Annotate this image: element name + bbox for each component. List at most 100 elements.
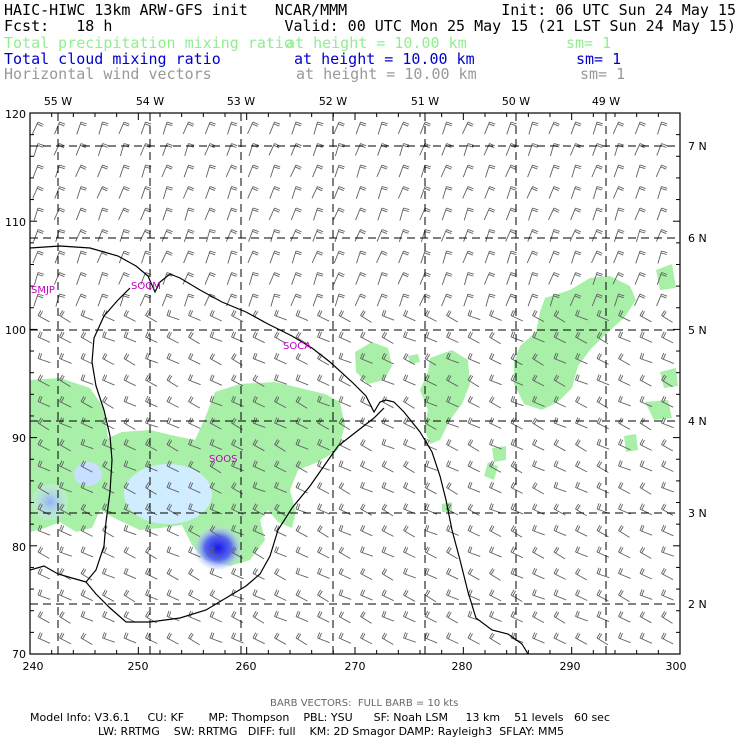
- wind-barb: [274, 352, 287, 365]
- wind-barb: [317, 610, 330, 623]
- wind-barb: [338, 567, 351, 580]
- wind-barb: [639, 589, 653, 600]
- wind-barb: [123, 353, 136, 366]
- wind-barb: [489, 374, 502, 386]
- lon-label: 52 W: [319, 95, 347, 108]
- wind-barb: [226, 272, 238, 285]
- wind-barb: [424, 589, 437, 603]
- wind-barb: [446, 395, 459, 408]
- wind-barb: [381, 352, 394, 365]
- wind-barb: [204, 121, 216, 135]
- wind-barb: [446, 460, 459, 472]
- wind-barb: [510, 374, 524, 386]
- y-tick-label: 90: [12, 432, 26, 445]
- lat-label: 3 N: [688, 507, 707, 520]
- wind-barb: [145, 567, 158, 580]
- wind-barb: [32, 121, 44, 134]
- cloud-area-light-1: [124, 464, 212, 524]
- wind-barb: [441, 293, 453, 307]
- wind-barb: [575, 503, 587, 517]
- wind-barb: [442, 186, 453, 200]
- wind-barb: [102, 632, 115, 643]
- wind-barb: [80, 374, 94, 385]
- wind-barb: [338, 546, 351, 559]
- wind-barb: [634, 293, 646, 306]
- x-tick-label: 290: [560, 660, 581, 673]
- wind-barb: [634, 143, 646, 156]
- wind-barb: [549, 229, 560, 243]
- wind-barb: [442, 121, 453, 135]
- wind-barb: [403, 632, 416, 643]
- wind-barb: [489, 396, 502, 409]
- wind-barb: [575, 439, 587, 452]
- cloud-area-light-2: [74, 462, 102, 486]
- wind-barb: [205, 250, 216, 264]
- wind-barb: [446, 438, 459, 451]
- wind-barb: [612, 121, 625, 135]
- wind-barb: [290, 207, 302, 221]
- wind-barb: [32, 250, 44, 264]
- wind-barb: [575, 524, 588, 537]
- wind-barb: [381, 568, 394, 581]
- border-north: [30, 245, 529, 654]
- wind-barb: [489, 352, 502, 365]
- wind-barb: [532, 567, 545, 580]
- wind-barb: [532, 546, 545, 559]
- latitude-labels: 7 N 6 N 5 N 4 N 3 N 2 N: [688, 140, 707, 611]
- wind-barb: [360, 503, 373, 516]
- wind-barb: [377, 121, 388, 135]
- wind-barb: [441, 272, 453, 285]
- wind-barb: [489, 524, 502, 537]
- wind-barb: [424, 331, 438, 343]
- wind-barb: [270, 229, 281, 243]
- wind-barb: [618, 395, 631, 407]
- wind-barb: [252, 439, 265, 452]
- wind-barb: [274, 546, 287, 558]
- wind-barb: [59, 374, 71, 388]
- wind-barb: [188, 568, 200, 581]
- wind-barb: [123, 309, 136, 322]
- wind-barb: [247, 164, 259, 178]
- wind-barb: [575, 331, 588, 344]
- wind-barb: [252, 524, 266, 537]
- x-tick-label: 260: [236, 660, 257, 673]
- wind-barb: [463, 272, 474, 286]
- wind-barb: [338, 482, 351, 495]
- wind-barb: [76, 186, 87, 200]
- precip-area-small-2: [492, 446, 506, 462]
- wind-barb: [424, 546, 437, 559]
- wind-barb: [118, 272, 130, 285]
- wind-barb: [317, 460, 330, 471]
- precip-area-small-5: [645, 400, 672, 420]
- wind-barb: [510, 331, 524, 342]
- wind-barb: [424, 353, 437, 366]
- wind-barb: [312, 143, 324, 156]
- wind-barb: [483, 207, 496, 221]
- lon-label: 51 W: [411, 95, 439, 108]
- lon-label: 53 W: [227, 95, 255, 108]
- wind-barb: [53, 143, 66, 156]
- wind-barb: [381, 481, 395, 494]
- wind-barb: [377, 143, 388, 156]
- wind-barb: [37, 632, 51, 644]
- wind-barb: [231, 374, 244, 387]
- wind-barb: [446, 352, 459, 364]
- wind-barb: [184, 207, 195, 221]
- wind-barb: [591, 164, 603, 178]
- wind-barb: [166, 481, 180, 493]
- lon-label: 55 W: [44, 95, 72, 108]
- wind-barb: [463, 207, 474, 221]
- wind-barb: [506, 250, 517, 264]
- wind-barb: [360, 417, 373, 429]
- y-tick-label: 70: [12, 648, 26, 661]
- wind-barb: [467, 503, 480, 516]
- wind-barb: [333, 272, 345, 285]
- wind-barb: [75, 229, 87, 242]
- wind-barb: [381, 503, 394, 517]
- wind-barb: [334, 293, 345, 307]
- wind-barb: [188, 374, 201, 386]
- wind-barb: [356, 250, 367, 264]
- wind-barb: [575, 568, 588, 581]
- wind-barb: [596, 525, 609, 538]
- wind-barb: [403, 481, 416, 494]
